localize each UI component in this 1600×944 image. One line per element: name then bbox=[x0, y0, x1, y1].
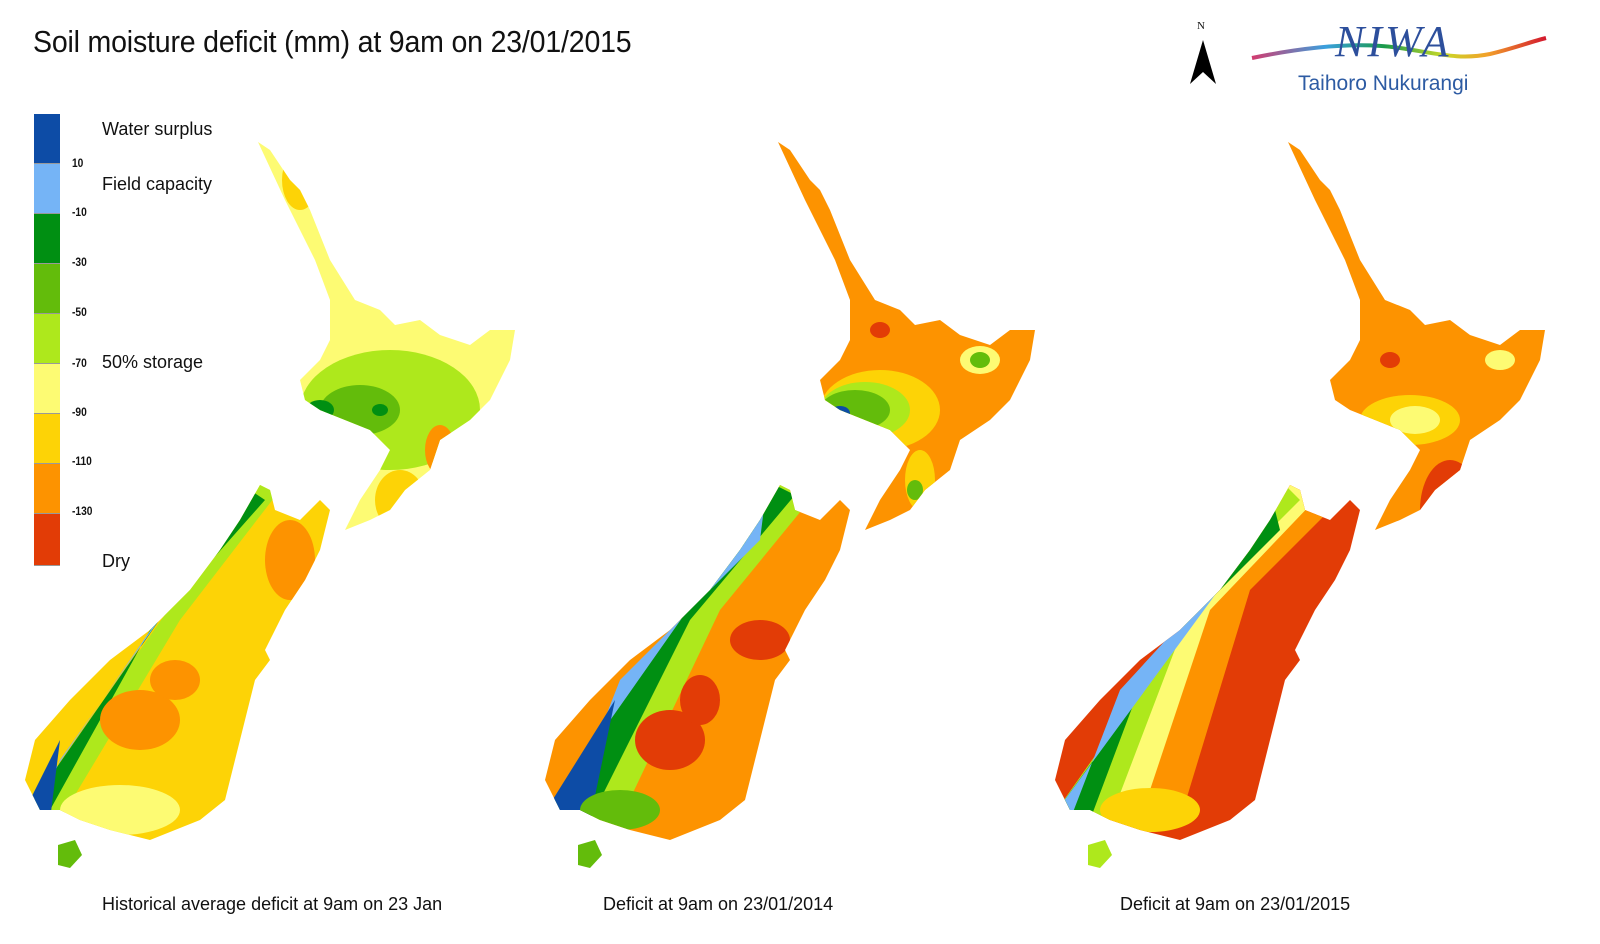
caption-historical: Historical average deficit at 9am on 23 … bbox=[102, 894, 443, 914]
legend-swatch bbox=[34, 364, 60, 414]
legend-swatch bbox=[34, 264, 60, 314]
legend-tick: -50 bbox=[72, 305, 87, 319]
logo-wordmark: NIWA bbox=[1335, 17, 1452, 66]
caption-2015: Deficit at 9am on 23/01/2015 bbox=[1120, 894, 1351, 914]
legend-swatch bbox=[34, 464, 60, 514]
legend-tick: -10 bbox=[72, 205, 87, 219]
map-2015 bbox=[1055, 142, 1545, 868]
logo-subtitle: Taihoro Nukurangi bbox=[1298, 72, 1469, 95]
color-legend bbox=[34, 114, 60, 566]
north-arrow-icon bbox=[1190, 40, 1216, 84]
legend-label-dry: Dry bbox=[102, 551, 130, 571]
legend-swatch bbox=[34, 214, 60, 264]
map-2014 bbox=[545, 142, 1035, 868]
legend-tick: -30 bbox=[72, 255, 87, 269]
legend-label-50-storage: 50% storage bbox=[102, 352, 204, 372]
rainbow-swoosh-icon bbox=[1251, 36, 1547, 60]
legend-label-water-surplus: Water surplus bbox=[102, 119, 213, 139]
north-label: N bbox=[1197, 20, 1205, 32]
legend-swatch bbox=[34, 314, 60, 364]
legend-swatch bbox=[34, 164, 60, 214]
legend-swatch bbox=[34, 514, 60, 566]
niwa-logo: NIWA Taihoro Nukurangi bbox=[1250, 17, 1550, 102]
legend-swatch bbox=[34, 414, 60, 464]
legend-tick: 10 bbox=[72, 156, 84, 170]
legend-tick: -90 bbox=[72, 405, 87, 419]
legend-label-field-capacity: Field capacity bbox=[102, 174, 213, 194]
legend-tick: -130 bbox=[72, 504, 93, 518]
legend-tick: -110 bbox=[72, 454, 92, 468]
map-historical-average bbox=[25, 142, 515, 868]
north-arrow: N bbox=[1188, 20, 1218, 86]
legend-tick: -70 bbox=[72, 356, 87, 370]
legend-swatch bbox=[34, 114, 60, 164]
page-title: Soil moisture deficit (mm) at 9am on 23/… bbox=[33, 24, 632, 59]
caption-2014: Deficit at 9am on 23/01/2014 bbox=[603, 894, 834, 914]
